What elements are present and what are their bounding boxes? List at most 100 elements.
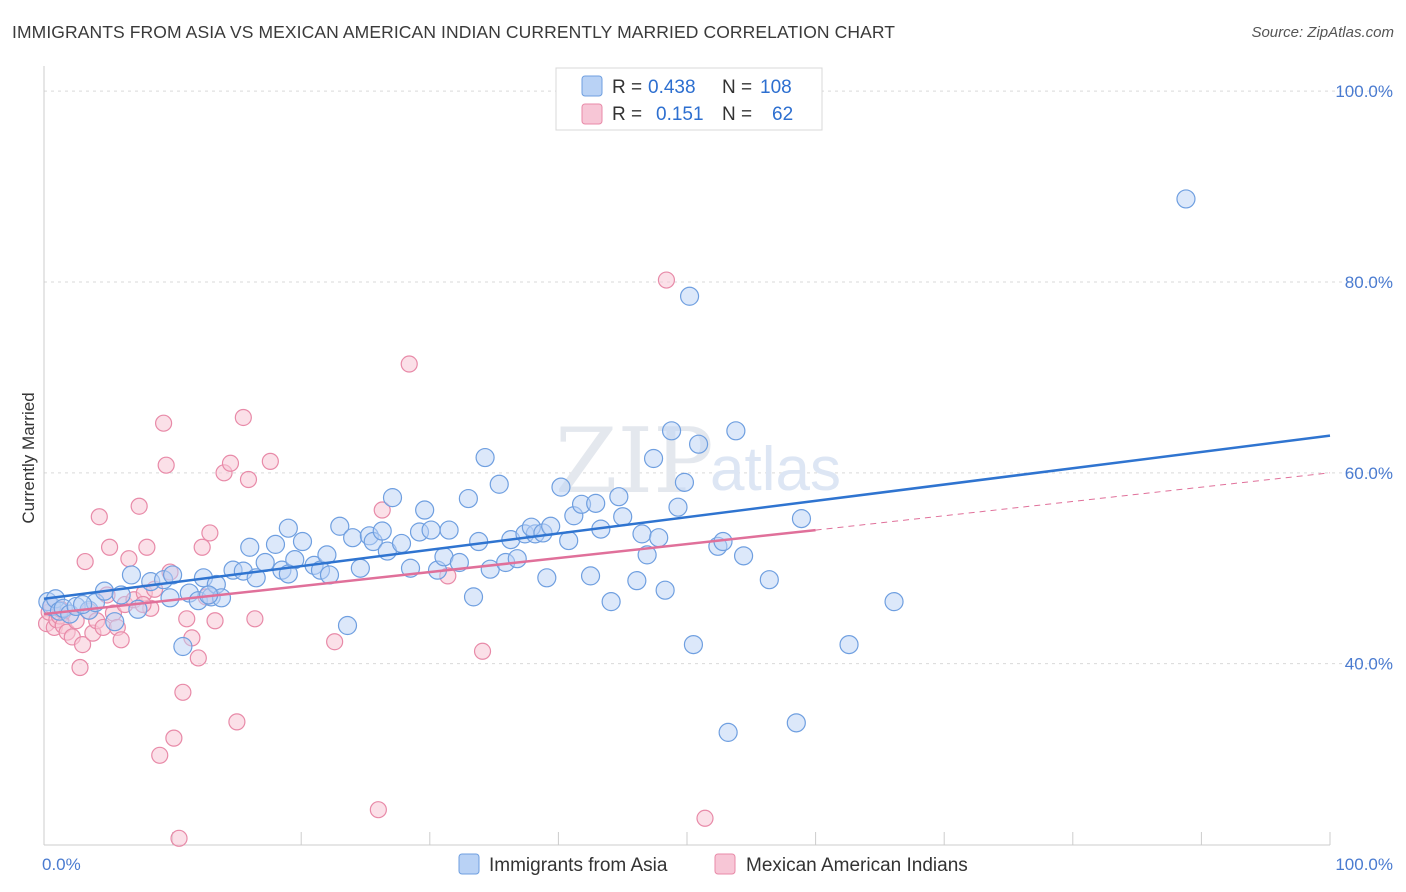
- point-blue-41: [337, 615, 358, 636]
- watermark-atlas: atlas: [710, 435, 841, 504]
- legend-n-label-pink: N =: [722, 104, 752, 125]
- point-blue-60: [469, 531, 489, 552]
- point-blue-80: [601, 592, 621, 612]
- point-pink-11: [73, 635, 92, 654]
- point-blue-63: [489, 474, 509, 494]
- legend-r-label-pink: R =: [612, 104, 642, 125]
- point-pink-49: [239, 470, 258, 489]
- point-blue-40: [330, 516, 350, 536]
- point-blue-92: [679, 286, 700, 306]
- point-pink-38: [178, 610, 196, 628]
- point-blue-91: [674, 472, 695, 492]
- point-pink-32: [154, 414, 173, 432]
- point-pink-10: [71, 658, 89, 677]
- point-blue-97: [718, 722, 738, 742]
- point-pink-46: [221, 454, 240, 472]
- point-blue-53: [421, 520, 441, 540]
- point-pink-33: [157, 456, 175, 474]
- point-blue-35: [292, 531, 313, 552]
- point-pink-35: [165, 729, 183, 747]
- point-pink-51: [261, 452, 279, 470]
- trend-lines: [43, 434, 1331, 616]
- point-pink-19: [100, 538, 119, 556]
- point-blue-32: [278, 518, 298, 538]
- point-blue-61: [475, 447, 495, 468]
- point-pink-24: [120, 550, 138, 568]
- point-blue-17: [163, 565, 183, 585]
- bottom-legend: Immigrants from Asia Mexican American In…: [458, 853, 968, 876]
- y-tick-label-2: 80.0%: [1345, 273, 1393, 292]
- point-pink-55: [400, 355, 418, 373]
- bottom-legend-label-blue: Immigrants from Asia: [489, 855, 668, 876]
- point-blue-98: [726, 421, 746, 441]
- point-blue-88: [655, 580, 675, 600]
- point-blue-43: [350, 558, 370, 578]
- point-blue-100: [759, 570, 779, 590]
- legend-n-value-pink: 62: [772, 104, 793, 125]
- y-tick-label-0: 40.0%: [1345, 655, 1393, 674]
- legend-r-value-blue: 0.438: [648, 77, 696, 98]
- point-blue-16: [160, 588, 180, 608]
- point-pink-40: [189, 649, 207, 667]
- trend-line-pink-dashed: [815, 472, 1331, 531]
- point-pink-59: [696, 809, 714, 827]
- point-blue-56: [439, 520, 459, 540]
- legend-swatch-pink: [581, 103, 603, 125]
- point-pink-48: [234, 408, 252, 427]
- source-label: Source: ZipAtlas.com: [1251, 24, 1394, 41]
- legend-n-label-blue: N =: [722, 77, 752, 98]
- top-legend: R = 0.438 N = 108 R = 0.151 N = 62: [555, 67, 823, 131]
- legend-r-label-blue: R =: [612, 77, 642, 98]
- point-blue-71: [537, 568, 557, 588]
- trend-line-blue: [43, 434, 1331, 601]
- point-blue-12: [121, 565, 142, 585]
- point-pink-44: [206, 612, 224, 630]
- point-blue-78: [580, 566, 601, 586]
- x-tick-label-0: 0.0%: [42, 855, 81, 874]
- point-pink-54: [373, 501, 391, 519]
- x-tick-label-1: 100.0%: [1335, 855, 1393, 874]
- point-blue-82: [613, 507, 633, 527]
- point-blue-27: [240, 537, 260, 557]
- point-pink-37: [174, 683, 192, 701]
- point-pink-58: [657, 271, 676, 289]
- point-blue-104: [884, 592, 904, 612]
- point-blue-86: [643, 448, 664, 469]
- axes: [43, 66, 1331, 846]
- point-pink-16: [90, 508, 108, 526]
- point-blue-103: [839, 634, 859, 655]
- point-blue-83: [627, 571, 647, 591]
- legend-swatch-blue: [581, 75, 603, 97]
- bottom-legend-swatch-pink: [714, 853, 736, 875]
- legend-n-value-blue: 108: [760, 77, 792, 98]
- point-blue-77: [586, 493, 606, 513]
- point-pink-36: [170, 829, 188, 847]
- point-pink-41: [193, 538, 211, 556]
- point-pink-28: [138, 538, 156, 556]
- point-blue-84: [632, 524, 652, 544]
- point-blue-87: [649, 528, 669, 548]
- y-tick-label-1: 60.0%: [1345, 464, 1393, 483]
- point-pink-12: [76, 552, 94, 571]
- point-blue-101: [786, 713, 806, 733]
- point-blue-46: [372, 521, 392, 541]
- y-tick-label-3: 100.0%: [1335, 82, 1393, 101]
- point-blue-94: [688, 434, 709, 454]
- point-pink-22: [112, 631, 130, 649]
- point-blue-102: [791, 509, 812, 529]
- bottom-legend-swatch-blue: [458, 853, 480, 875]
- point-blue-48: [382, 488, 403, 508]
- point-blue-99: [733, 546, 754, 566]
- point-pink-50: [246, 610, 264, 628]
- point-blue-85: [637, 545, 657, 565]
- point-pink-53: [369, 801, 387, 819]
- point-blue-42: [343, 528, 363, 548]
- point-blue-81: [609, 487, 629, 507]
- y-tick-labels: 40.0% 60.0% 80.0% 100.0%: [1335, 82, 1393, 674]
- bottom-legend-label-pink: Mexican American Indians: [746, 855, 968, 876]
- series-mexican-american-indians: [37, 271, 714, 847]
- point-blue-52: [415, 500, 435, 520]
- point-blue-74: [559, 530, 579, 551]
- point-blue-105: [1176, 189, 1196, 209]
